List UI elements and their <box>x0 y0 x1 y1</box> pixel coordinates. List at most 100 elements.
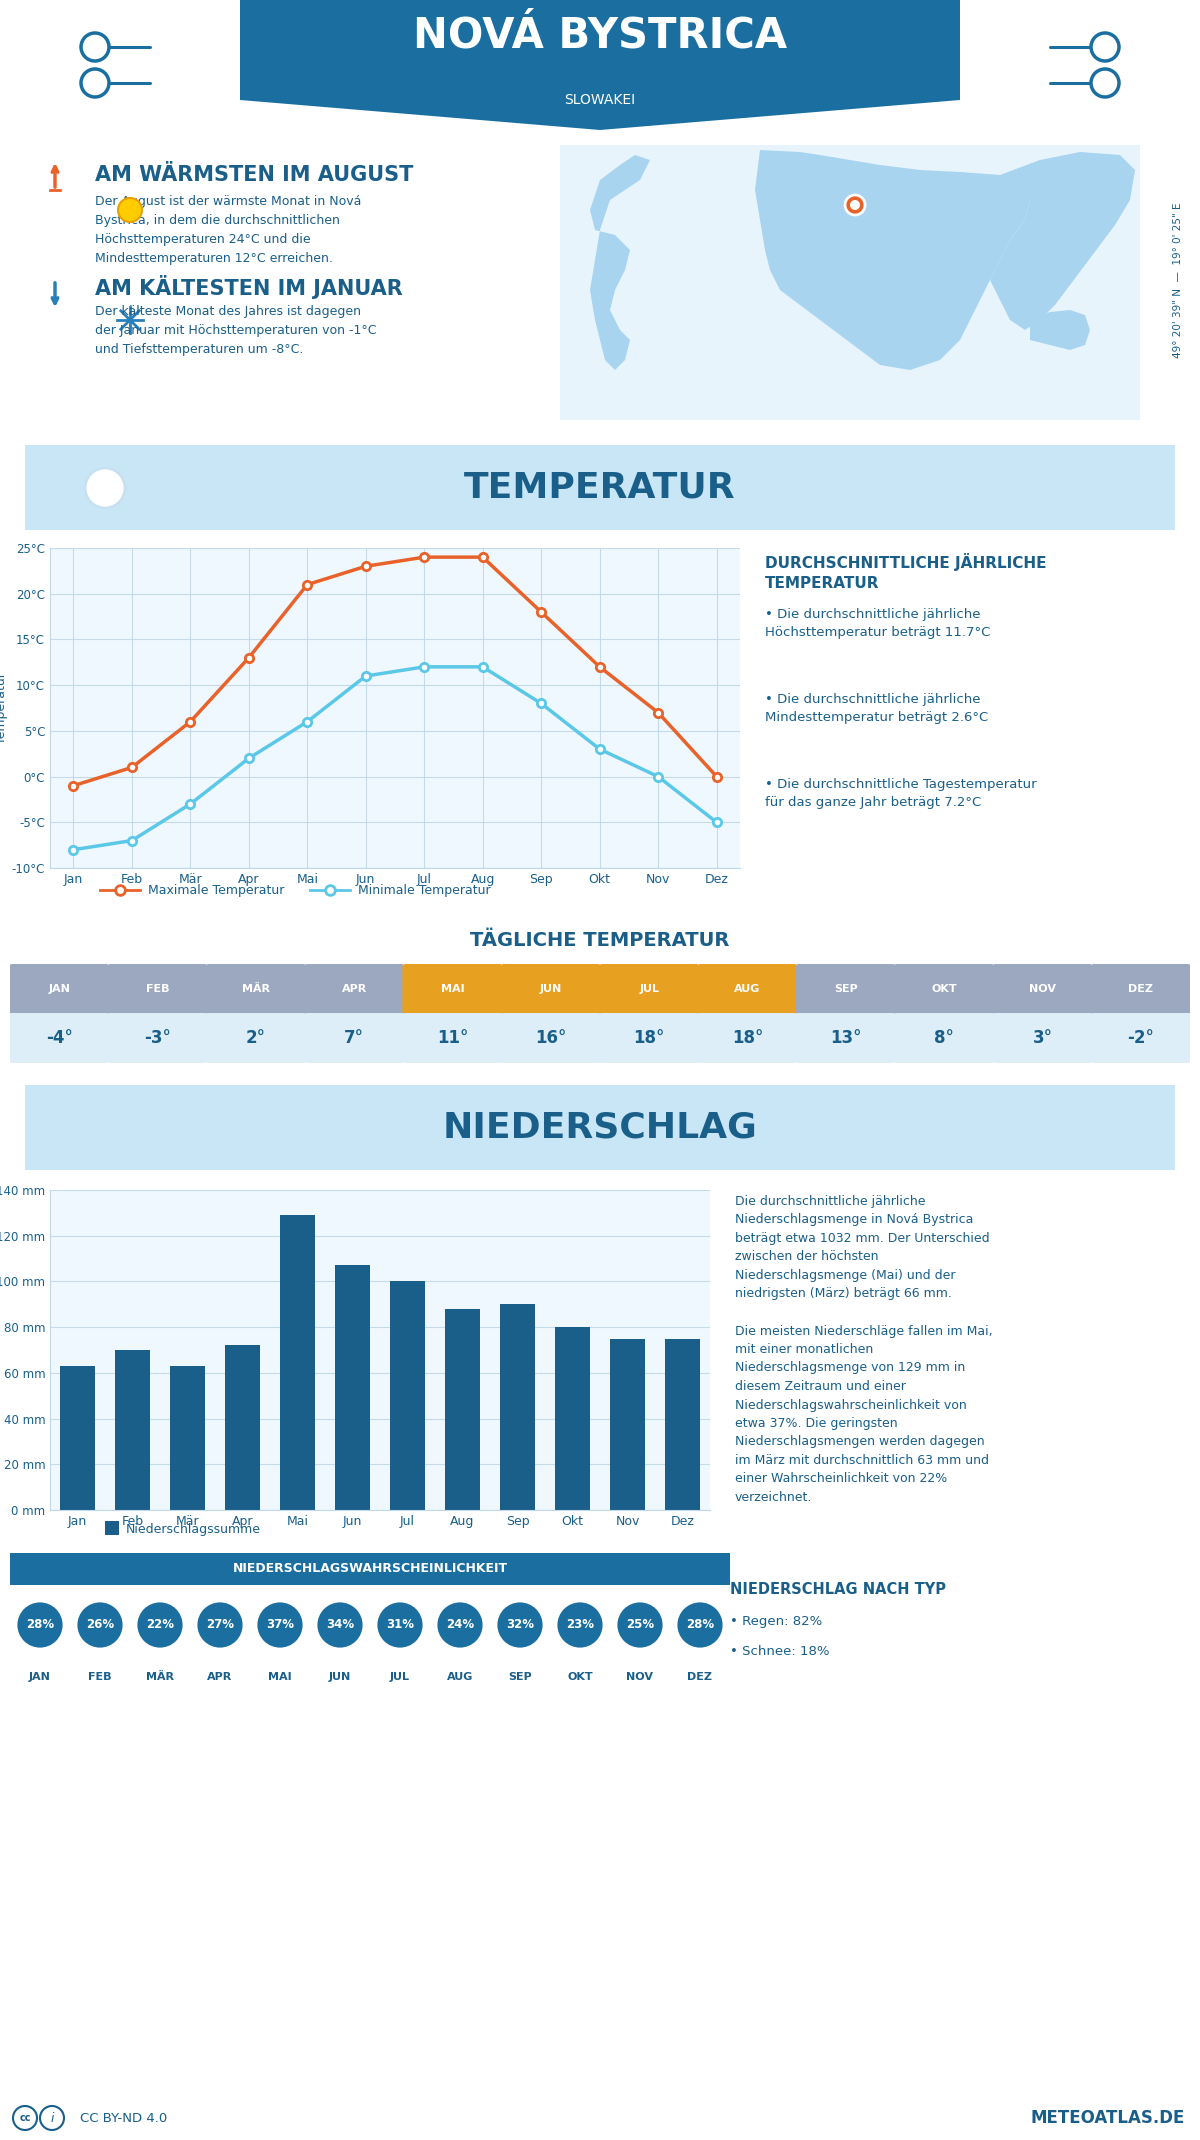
Bar <box>554 1327 590 1511</box>
Text: 7°: 7° <box>344 1029 364 1046</box>
FancyBboxPatch shape <box>894 963 995 1014</box>
Text: SEP: SEP <box>508 1671 532 1682</box>
Text: APR: APR <box>208 1671 233 1682</box>
Circle shape <box>118 199 142 223</box>
Polygon shape <box>755 150 1030 370</box>
Text: JAN: JAN <box>48 984 70 993</box>
FancyBboxPatch shape <box>1091 963 1190 1014</box>
Text: AUG: AUG <box>734 984 761 993</box>
Text: FEB: FEB <box>145 984 169 993</box>
Text: DEZ: DEZ <box>688 1671 713 1682</box>
Text: MÄR: MÄR <box>242 984 270 995</box>
Text: DURCHSCHNITTLICHE JÄHRLICHE
TEMPERATUR: DURCHSCHNITTLICHE JÄHRLICHE TEMPERATUR <box>766 552 1046 591</box>
Text: 27%: 27% <box>206 1618 234 1631</box>
FancyBboxPatch shape <box>7 1549 733 1588</box>
Text: AM WÄRMSTEN IM AUGUST: AM WÄRMSTEN IM AUGUST <box>95 165 413 184</box>
Text: OKT: OKT <box>568 1671 593 1682</box>
Circle shape <box>850 199 860 210</box>
FancyBboxPatch shape <box>304 1012 404 1064</box>
Polygon shape <box>1030 310 1090 351</box>
Text: OKT: OKT <box>931 984 956 993</box>
Text: 37%: 37% <box>266 1618 294 1631</box>
FancyBboxPatch shape <box>17 437 1183 537</box>
Text: • Die durchschnittliche Tagestemperatur
für das ganze Jahr beträgt 7.2°C: • Die durchschnittliche Tagestemperatur … <box>766 779 1037 809</box>
FancyBboxPatch shape <box>304 963 404 1014</box>
Text: 16°: 16° <box>535 1029 566 1046</box>
FancyBboxPatch shape <box>106 1522 119 1534</box>
Circle shape <box>556 1601 604 1650</box>
Text: -4°: -4° <box>46 1029 73 1046</box>
Text: 22%: 22% <box>146 1618 174 1631</box>
Text: JUL: JUL <box>640 984 659 993</box>
Text: Minimale Temperatur: Minimale Temperatur <box>358 884 491 897</box>
Text: MAI: MAI <box>268 1671 292 1682</box>
FancyBboxPatch shape <box>500 1012 601 1064</box>
Circle shape <box>136 1601 184 1650</box>
Bar <box>169 1365 205 1511</box>
Text: i: i <box>50 2112 54 2125</box>
Text: CC BY-ND 4.0: CC BY-ND 4.0 <box>80 2112 167 2125</box>
FancyBboxPatch shape <box>697 963 798 1014</box>
Text: FEB: FEB <box>89 1671 112 1682</box>
Circle shape <box>845 195 865 214</box>
Text: NOVÁ BYSTRICA: NOVÁ BYSTRICA <box>413 15 787 56</box>
Text: 11°: 11° <box>437 1029 468 1046</box>
Text: Niederschlagssumme: Niederschlagssumme <box>126 1522 262 1537</box>
Text: SEP: SEP <box>834 984 858 993</box>
Text: Maximale Temperatur: Maximale Temperatur <box>148 884 284 897</box>
Text: 34%: 34% <box>326 1618 354 1631</box>
Text: 8°: 8° <box>935 1029 954 1046</box>
Bar <box>224 1346 260 1511</box>
Bar <box>335 1265 371 1511</box>
Circle shape <box>16 1601 64 1650</box>
Text: 31%: 31% <box>386 1618 414 1631</box>
Text: NIEDERSCHLAG: NIEDERSCHLAG <box>443 1111 757 1145</box>
FancyBboxPatch shape <box>500 963 601 1014</box>
Text: cc: cc <box>19 2112 31 2123</box>
Text: 2°: 2° <box>246 1029 266 1046</box>
Circle shape <box>436 1601 484 1650</box>
Text: NIEDERSCHLAG NACH TYP: NIEDERSCHLAG NACH TYP <box>730 1581 946 1596</box>
FancyBboxPatch shape <box>10 963 109 1014</box>
Bar <box>280 1216 316 1511</box>
FancyBboxPatch shape <box>1091 1012 1190 1064</box>
Text: 13°: 13° <box>830 1029 862 1046</box>
Text: JAN: JAN <box>29 1671 50 1682</box>
Text: AUG: AUG <box>446 1671 473 1682</box>
Polygon shape <box>590 154 650 370</box>
Text: • Regen: 82%: • Regen: 82% <box>730 1616 822 1629</box>
Text: -3°: -3° <box>144 1029 170 1046</box>
Circle shape <box>316 1601 364 1650</box>
Y-axis label: Temperatur: Temperatur <box>0 672 7 745</box>
Circle shape <box>496 1601 544 1650</box>
FancyBboxPatch shape <box>796 963 896 1014</box>
Text: 28%: 28% <box>686 1618 714 1631</box>
Circle shape <box>256 1601 304 1650</box>
Bar <box>610 1340 646 1511</box>
Circle shape <box>77 1100 133 1156</box>
Text: 26%: 26% <box>86 1618 114 1631</box>
Polygon shape <box>240 0 960 131</box>
FancyBboxPatch shape <box>599 1012 700 1064</box>
Text: JUN: JUN <box>329 1671 352 1682</box>
Circle shape <box>74 458 134 518</box>
FancyBboxPatch shape <box>402 963 503 1014</box>
FancyBboxPatch shape <box>205 1012 306 1064</box>
FancyBboxPatch shape <box>894 1012 995 1064</box>
Text: MÄR: MÄR <box>146 1671 174 1682</box>
Circle shape <box>85 469 125 507</box>
Text: Die durchschnittliche jährliche
Niederschlagsmenge in Nová Bystrica
beträgt etwa: Die durchschnittliche jährliche Niedersc… <box>734 1194 992 1504</box>
FancyBboxPatch shape <box>992 1012 1093 1064</box>
Text: • Die durchschnittliche jährliche
Höchsttemperatur beträgt 11.7°C: • Die durchschnittliche jährliche Höchst… <box>766 608 990 640</box>
Circle shape <box>676 1601 724 1650</box>
FancyBboxPatch shape <box>992 963 1093 1014</box>
Bar <box>445 1310 480 1511</box>
Text: SLOWAKEI: SLOWAKEI <box>564 92 636 107</box>
Text: METEOATLAS.DE: METEOATLAS.DE <box>1031 2110 1186 2127</box>
FancyBboxPatch shape <box>402 1012 503 1064</box>
Circle shape <box>76 1601 124 1650</box>
Bar <box>390 1282 425 1511</box>
Text: -2°: -2° <box>1127 1029 1154 1046</box>
Polygon shape <box>990 152 1135 330</box>
FancyBboxPatch shape <box>10 1012 109 1064</box>
